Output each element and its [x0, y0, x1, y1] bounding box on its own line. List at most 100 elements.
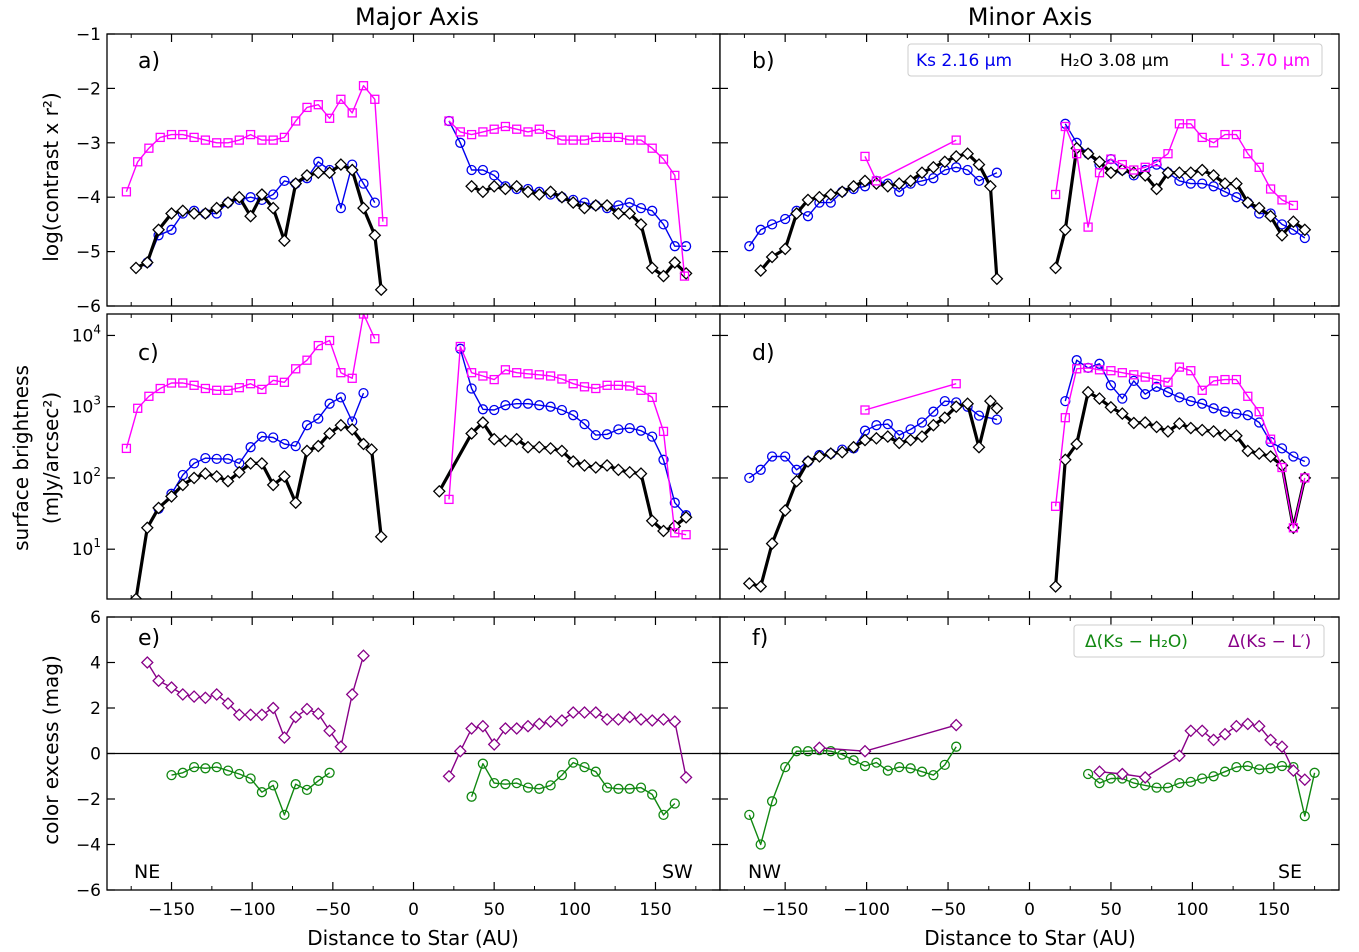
data-point: [166, 769, 177, 781]
data-point: [234, 383, 244, 393]
data-point: [1072, 149, 1082, 159]
data-point: [754, 264, 768, 278]
y-tick-label: −4: [76, 188, 101, 208]
data-point: [223, 385, 233, 395]
data-point: [611, 207, 625, 220]
data-point: [177, 767, 188, 778]
plot-area: [121, 314, 693, 599]
data-point: [602, 380, 612, 390]
data-point: [257, 135, 267, 145]
data-point: [1094, 168, 1105, 178]
data-point: [511, 777, 522, 789]
data-point: [679, 770, 693, 784]
data-point: [812, 190, 826, 204]
data-point: [302, 102, 312, 113]
x-tick-label: −50: [930, 900, 966, 920]
data-point: [455, 341, 465, 352]
data-point: [755, 464, 766, 475]
data-point: [894, 761, 905, 773]
data-point: [962, 164, 973, 176]
data-point: [302, 355, 312, 365]
data-point: [566, 455, 580, 468]
series-line-1: [470, 761, 676, 816]
data-point: [1298, 773, 1312, 787]
data-point: [478, 371, 488, 381]
data-point: [1252, 447, 1266, 461]
data-point: [277, 731, 291, 745]
plot-area: [742, 355, 1312, 593]
data-point: [210, 687, 224, 701]
data-point: [744, 809, 755, 821]
data-point: [1081, 385, 1095, 399]
data-point: [1138, 416, 1152, 429]
x-tick-label: 0: [1024, 900, 1035, 920]
data-point: [635, 202, 647, 214]
data-point: [1058, 223, 1072, 237]
data-point: [983, 179, 997, 193]
y-tick-label: −2: [76, 790, 101, 810]
data-point: [255, 708, 269, 722]
data-point: [522, 398, 534, 409]
data-point: [556, 769, 568, 781]
data-point: [657, 712, 670, 726]
data-point: [313, 340, 323, 351]
data-point: [212, 138, 222, 148]
data-point: [374, 283, 388, 297]
data-point: [625, 135, 635, 145]
data-point: [1105, 773, 1117, 784]
data-point: [522, 782, 534, 793]
data-point: [949, 718, 963, 732]
data-point: [374, 530, 388, 544]
data-point: [1218, 428, 1232, 442]
data-point: [1115, 767, 1129, 781]
data-point: [165, 681, 178, 694]
data-point: [613, 380, 624, 390]
data-point: [882, 418, 893, 430]
data-point: [477, 164, 489, 176]
data-point: [176, 478, 190, 492]
data-point: [1286, 215, 1300, 229]
data-point: [165, 207, 178, 220]
data-point: [647, 392, 657, 403]
corner-label-sw: SW: [662, 861, 693, 883]
data-point: [668, 256, 682, 269]
x-tick-label: 50: [483, 900, 505, 920]
data-point: [579, 382, 590, 392]
data-point: [498, 182, 512, 196]
data-point: [279, 809, 290, 821]
data-point: [765, 250, 779, 264]
data-point: [466, 383, 477, 394]
y-axis-label-contrast: log(contrast x r²): [39, 92, 63, 261]
data-point: [266, 701, 280, 715]
data-point: [566, 196, 580, 210]
data-point: [602, 132, 612, 143]
data-point: [1265, 763, 1276, 774]
x-axis-label-left: Distance to Star (AU): [307, 926, 519, 950]
corner-label-se: SE: [1278, 861, 1302, 883]
data-point: [121, 187, 132, 197]
data-point: [623, 465, 637, 479]
data-point: [790, 207, 804, 220]
data-point: [266, 201, 280, 215]
title-minor-axis: Minor Axis: [968, 3, 1093, 31]
data-point: [1186, 366, 1196, 376]
legend-box-bottom: [1073, 624, 1325, 658]
data-point: [211, 453, 222, 465]
data-point: [532, 188, 546, 201]
data-point: [523, 127, 533, 137]
data-point: [625, 381, 635, 391]
data-point: [465, 427, 479, 440]
data-point: [1115, 407, 1129, 421]
data-point: [679, 271, 690, 281]
panel-background: [107, 34, 720, 306]
series-line-1: [748, 746, 957, 846]
data-point: [1129, 165, 1139, 175]
data-point: [144, 391, 154, 401]
data-point: [544, 441, 558, 455]
data-point: [477, 758, 489, 769]
data-point: [444, 494, 454, 505]
data-point: [566, 706, 580, 719]
data-point: [1150, 182, 1164, 196]
data-point: [544, 715, 558, 729]
data-point: [1093, 155, 1106, 169]
